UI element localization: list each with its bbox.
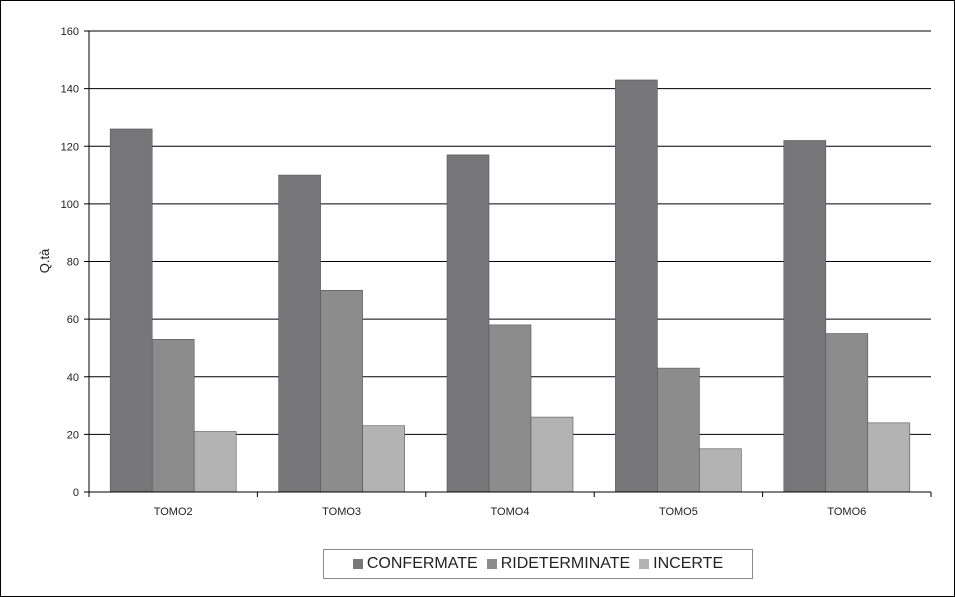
y-tick-label: 0 <box>73 487 79 499</box>
axes <box>84 30 932 497</box>
bar-confermate-tomo6 <box>783 140 827 493</box>
legend-swatch <box>486 559 497 569</box>
y-axis-label: Q.tà <box>37 248 52 273</box>
x-tick-label: TOMO5 <box>659 506 698 518</box>
bar-confermate-tomo2 <box>109 128 153 493</box>
y-tick-labels: 0 20 40 60 80 100 120 140 160 <box>61 26 79 499</box>
legend-label: RIDETERMINATE <box>500 555 631 572</box>
x-tick-labels: TOMO2 TOMO3 TOMO4 TOMO5 TOMO6 <box>154 506 867 518</box>
bar-rideterminate-tomo4 <box>488 324 532 493</box>
y-tick-label: 80 <box>67 257 79 269</box>
legend-label: CONFERMATE <box>366 555 478 572</box>
bar-confermate-tomo4 <box>446 154 490 493</box>
legend-item-rideterminate: RIDETERMINATE <box>486 555 631 573</box>
bar-incerte-tomo5 <box>699 448 742 493</box>
legend-item-incerte: INCERTE <box>639 555 723 573</box>
bar-incerte-tomo3 <box>362 425 405 493</box>
x-tick-label: TOMO2 <box>154 506 193 518</box>
y-tick-label: 160 <box>61 26 79 38</box>
legend: CONFERMATE RIDETERMINATE INCERTE <box>323 549 753 579</box>
y-tick-label: 120 <box>61 141 79 153</box>
bar-rideterminate-tomo2 <box>151 338 195 493</box>
x-tick-label: TOMO6 <box>827 506 866 518</box>
y-tick-label: 40 <box>67 372 79 384</box>
legend-swatch <box>352 559 363 569</box>
x-tick-label: TOMO4 <box>491 506 530 518</box>
grid-lines <box>89 30 931 435</box>
y-tick-label: 100 <box>61 199 79 211</box>
y-tick-label: 20 <box>67 429 79 441</box>
x-tick-label: TOMO3 <box>322 506 361 518</box>
legend-item-confermate: CONFERMATE <box>352 555 478 573</box>
bar-rideterminate-tomo3 <box>320 290 363 493</box>
bar-confermate-tomo5 <box>615 79 658 493</box>
bar-incerte-tomo4 <box>530 416 574 493</box>
y-tick-label: 140 <box>61 84 79 96</box>
legend-label: INCERTE <box>653 555 724 572</box>
bar-incerte-tomo6 <box>867 422 911 493</box>
bar-rideterminate-tomo6 <box>825 333 869 493</box>
y-tick-label: 60 <box>67 314 79 326</box>
bars <box>109 79 911 493</box>
bar-confermate-tomo3 <box>278 174 321 493</box>
bar-incerte-tomo2 <box>193 431 237 493</box>
bar-rideterminate-tomo5 <box>657 367 700 493</box>
legend-swatch <box>639 559 650 569</box>
